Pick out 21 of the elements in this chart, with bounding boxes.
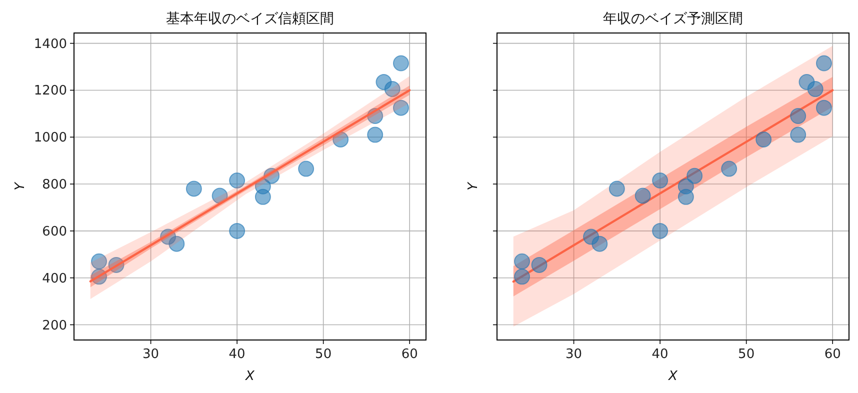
y-tick-label: 600	[42, 224, 67, 240]
chart-title: 基本年収のベイズ信頼区間	[166, 11, 334, 27]
y-tick-label: 1400	[34, 36, 67, 52]
x-tick-label: 40	[652, 347, 668, 362]
x-axis-title: X	[244, 369, 256, 384]
y-tick-label: 1000	[34, 130, 67, 146]
x-tick-label: 50	[738, 347, 755, 362]
chart-title: 年収のベイズ予測区間	[603, 11, 743, 27]
x-tick-label: 30	[142, 347, 160, 362]
x-tick-label: 60	[401, 347, 418, 362]
y-axis-title: Y	[466, 181, 481, 190]
x-tick-label: 40	[228, 347, 246, 362]
y-axis-title: Y	[13, 181, 28, 190]
x-axis-title: X	[668, 369, 679, 384]
x-tick-label: 50	[315, 347, 332, 362]
x-tick-label: 30	[566, 347, 582, 362]
y-tick-label: 200	[42, 318, 67, 334]
x-tick-label: 60	[824, 347, 841, 362]
y-tick-label: 400	[42, 271, 67, 286]
y-tick-label: 1200	[34, 84, 67, 99]
y-tick-label: 800	[42, 178, 67, 193]
